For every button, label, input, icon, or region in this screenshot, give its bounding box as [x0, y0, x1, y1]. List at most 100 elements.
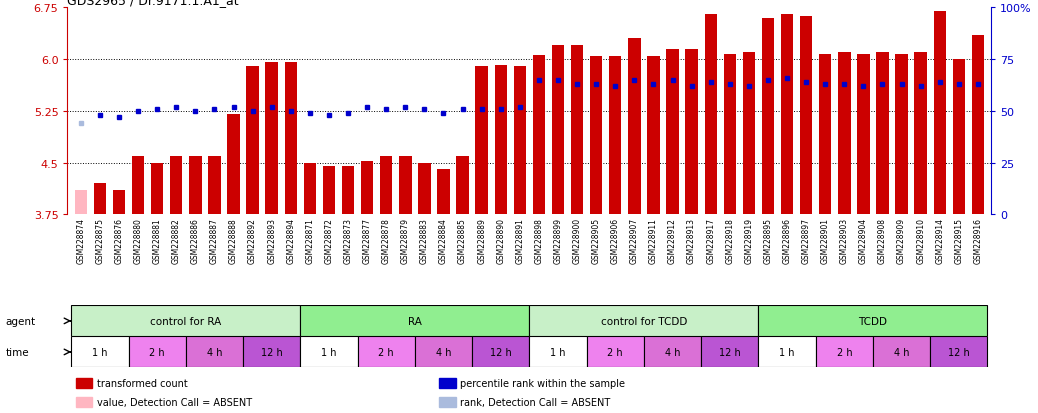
Bar [896, 55, 908, 215]
Bar [132, 156, 144, 215]
Bar [284, 63, 297, 215]
Text: GSM228889: GSM228889 [477, 218, 486, 263]
Bar [129, 337, 186, 368]
Text: GSM228908: GSM228908 [878, 218, 887, 263]
Text: GSM228886: GSM228886 [191, 218, 200, 263]
Text: GSM228885: GSM228885 [458, 218, 467, 263]
Bar [666, 50, 679, 215]
Text: GSM228878: GSM228878 [382, 218, 390, 263]
Bar [876, 53, 889, 215]
Text: GSM228879: GSM228879 [401, 218, 410, 263]
Text: 1 h: 1 h [92, 347, 108, 357]
Text: 4 h: 4 h [894, 347, 909, 357]
Text: GSM228881: GSM228881 [153, 218, 162, 263]
Text: GSM228890: GSM228890 [496, 218, 506, 263]
Text: TCDD: TCDD [858, 316, 887, 326]
Text: 12 h: 12 h [948, 347, 969, 357]
Bar [930, 337, 987, 368]
Text: 1 h: 1 h [550, 347, 566, 357]
Bar [648, 57, 660, 215]
Bar [304, 163, 317, 215]
Text: 2 h: 2 h [607, 347, 623, 357]
Bar [759, 337, 816, 368]
Text: GSM228907: GSM228907 [630, 218, 638, 263]
Bar [781, 15, 793, 215]
Text: GSM228915: GSM228915 [954, 218, 963, 263]
Bar [323, 166, 335, 215]
Text: GSM228919: GSM228919 [744, 218, 754, 263]
Text: GSM228877: GSM228877 [362, 218, 372, 263]
Bar [437, 170, 449, 215]
Bar [227, 115, 240, 215]
Text: GSM228887: GSM228887 [210, 218, 219, 263]
Bar [819, 55, 831, 215]
Bar [75, 191, 87, 215]
Bar [72, 306, 300, 337]
Text: GSM228888: GSM228888 [229, 218, 238, 263]
Text: 2 h: 2 h [149, 347, 165, 357]
Text: GSM228916: GSM228916 [974, 218, 982, 263]
Bar [189, 156, 201, 215]
Bar [170, 156, 183, 215]
Bar [358, 337, 415, 368]
Text: GSM228904: GSM228904 [858, 218, 868, 263]
Text: 4 h: 4 h [664, 347, 680, 357]
Text: GSM228910: GSM228910 [917, 218, 925, 263]
Bar [838, 53, 850, 215]
Bar [246, 67, 258, 215]
Text: GSM228892: GSM228892 [248, 218, 257, 263]
Bar [93, 184, 106, 215]
Bar [529, 337, 586, 368]
Text: GSM228911: GSM228911 [649, 218, 658, 263]
Text: GSM228882: GSM228882 [171, 218, 181, 263]
Bar [701, 337, 759, 368]
Text: GSM228903: GSM228903 [840, 218, 849, 263]
Text: 12 h: 12 h [490, 347, 512, 357]
Text: GSM228893: GSM228893 [267, 218, 276, 263]
Bar [762, 19, 774, 215]
Text: RA: RA [408, 316, 421, 326]
Bar [571, 46, 583, 215]
Bar [685, 50, 698, 215]
Text: GSM228872: GSM228872 [325, 218, 333, 263]
Text: GSM228917: GSM228917 [706, 218, 715, 263]
Bar [628, 39, 640, 215]
Text: GSM228913: GSM228913 [687, 218, 696, 263]
Text: 2 h: 2 h [379, 347, 394, 357]
Text: GSM228876: GSM228876 [114, 218, 124, 263]
Bar [953, 60, 965, 215]
Bar [514, 67, 526, 215]
Bar [209, 156, 221, 215]
Text: GSM228891: GSM228891 [515, 218, 524, 263]
Text: 1 h: 1 h [321, 347, 336, 357]
Bar [644, 337, 701, 368]
Bar [113, 191, 126, 215]
Bar [243, 337, 300, 368]
Text: control for RA: control for RA [151, 316, 221, 326]
Text: GSM228905: GSM228905 [592, 218, 601, 263]
Text: GSM228895: GSM228895 [764, 218, 772, 263]
Text: GSM228914: GSM228914 [935, 218, 945, 263]
Text: GSM228909: GSM228909 [897, 218, 906, 263]
Bar [914, 53, 927, 215]
Text: GSM228897: GSM228897 [801, 218, 811, 263]
Bar [759, 306, 987, 337]
Bar [590, 57, 602, 215]
Text: 4 h: 4 h [436, 347, 452, 357]
Bar [361, 162, 374, 215]
Text: GSM228899: GSM228899 [553, 218, 563, 263]
Bar [873, 337, 930, 368]
Text: GSM228896: GSM228896 [783, 218, 792, 263]
Bar [399, 156, 411, 215]
Text: GSM228906: GSM228906 [610, 218, 620, 263]
Bar [529, 306, 759, 337]
Bar [609, 57, 622, 215]
Text: 12 h: 12 h [719, 347, 741, 357]
Bar [742, 53, 755, 215]
Text: GSM228901: GSM228901 [821, 218, 829, 263]
Text: 4 h: 4 h [207, 347, 222, 357]
Text: agent: agent [5, 316, 35, 326]
Text: time: time [5, 347, 29, 357]
Bar [300, 306, 529, 337]
Bar [186, 337, 243, 368]
